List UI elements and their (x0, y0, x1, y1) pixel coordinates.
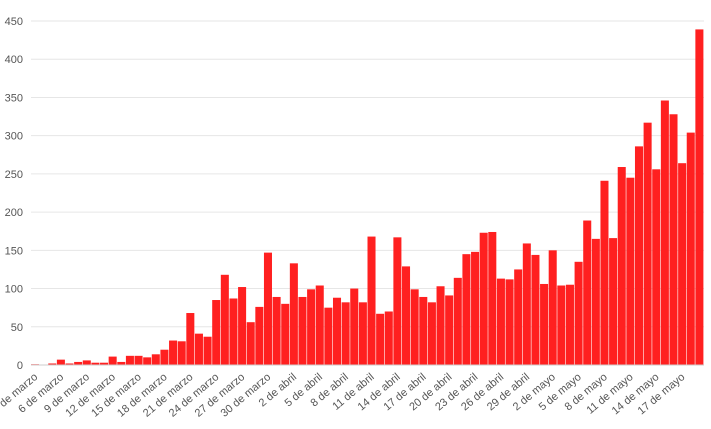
bar-10-de-mayo (617, 167, 626, 365)
bar-9-de-mayo (609, 238, 618, 365)
bar-28-de-abril (514, 269, 523, 365)
bar-25-de-abril (488, 231, 497, 365)
bar-11-de-marzo (100, 362, 109, 365)
gridlines (31, 20, 704, 328)
bar-15-de-marzo (134, 355, 143, 365)
bar-27-de-abril (505, 279, 514, 365)
bar-29-de-marzo (255, 306, 264, 365)
bar-19-de-mayo (695, 29, 704, 365)
bar-31-de-marzo (272, 296, 281, 365)
bar-9-de-abril (350, 288, 359, 365)
bar-6-de-mayo (583, 220, 592, 365)
bar-5-de-marzo (48, 363, 57, 365)
bar-5-de-abril (315, 285, 324, 365)
bar-5-de-mayo (574, 261, 583, 365)
bar-23-de-abril (471, 251, 480, 365)
bar-8-de-marzo (74, 361, 83, 365)
bar-17-de-abril (419, 296, 428, 365)
bar-3-de-mayo (557, 285, 566, 365)
bar-7-de-mayo (591, 238, 600, 365)
bar-16-de-abril (410, 289, 419, 365)
bar-13-de-mayo (643, 122, 652, 365)
bar-30-de-marzo (263, 252, 272, 365)
bar-24-de-abril (479, 232, 488, 365)
bar-17-de-mayo (678, 163, 687, 365)
bar-8-de-abril (341, 302, 350, 365)
bar-12-de-mayo (634, 146, 643, 365)
bar-18-de-mayo (686, 132, 695, 365)
bar-10-de-marzo (91, 362, 100, 365)
bar-10-de-abril (358, 302, 367, 365)
bar-4-de-mayo (565, 284, 574, 365)
bar-24-de-marzo (212, 300, 221, 365)
bar-21-de-marzo (186, 313, 195, 365)
bar-15-de-mayo (660, 100, 669, 365)
bar-8-de-mayo (600, 180, 609, 365)
bar-25-de-marzo (220, 274, 229, 365)
y-tick-label: 150 (5, 245, 23, 257)
bar-26-de-abril (496, 278, 505, 365)
bar-15-de-abril (402, 266, 411, 365)
bar-2-de-mayo (548, 250, 557, 365)
y-tick-label: 400 (5, 54, 23, 66)
bar-13-de-marzo (117, 361, 126, 365)
bar-26-de-marzo (229, 298, 238, 365)
bar-30-de-abril (531, 254, 540, 365)
y-tick-label: 300 (5, 131, 23, 143)
bar-27-de-marzo (238, 287, 247, 365)
bar-16-de-marzo (143, 357, 152, 365)
bar-9-de-marzo (82, 360, 91, 365)
bar-16-de-mayo (669, 114, 678, 365)
bar-1-de-abril (281, 303, 290, 365)
bar-11-de-abril (367, 236, 376, 365)
bar-6-de-abril (324, 307, 333, 365)
bar-7-de-marzo (65, 363, 74, 365)
y-axis-ticks: 0 50 100 150 200 250 300 350 400 450 (5, 16, 23, 372)
bar-17-de-marzo (151, 354, 160, 365)
bar-11-de-mayo (626, 177, 635, 365)
bar-23-de-marzo (203, 336, 212, 365)
bar-20-de-abril (445, 295, 454, 365)
bar-6-de-marzo (56, 359, 65, 365)
bar-12-de-abril (376, 313, 385, 365)
y-tick-label: 450 (5, 16, 23, 28)
y-tick-label: 200 (5, 207, 23, 219)
bars (31, 29, 704, 365)
bar-18-de-marzo (160, 349, 169, 365)
y-tick-label: 100 (5, 284, 23, 296)
bar-3-de-abril (298, 296, 307, 365)
bar-21-de-abril (453, 277, 462, 365)
bar-28-de-marzo (246, 322, 255, 365)
bar-12-de-marzo (108, 356, 117, 365)
bar-4-de-abril (307, 289, 316, 365)
bar-7-de-abril (332, 297, 342, 365)
bar-29-de-abril (522, 243, 531, 365)
bar-22-de-abril (462, 254, 471, 365)
y-tick-label: 250 (5, 169, 23, 181)
bar-19-de-marzo (169, 340, 178, 365)
bar-18-de-abril (427, 302, 436, 365)
y-tick-label: 50 (11, 322, 23, 334)
bar-20-de-marzo (177, 341, 186, 365)
y-tick-label: 350 (5, 92, 23, 104)
bar-19-de-abril (436, 286, 445, 365)
bar-13-de-abril (384, 311, 393, 365)
y-tick-label: 0 (17, 360, 23, 372)
bar-1-de-mayo (540, 283, 549, 365)
bar-2-de-abril (289, 263, 298, 365)
bar-22-de-marzo (194, 333, 203, 365)
bar-14-de-abril (393, 237, 402, 365)
bar-14-de-mayo (652, 169, 661, 365)
bar-14-de-marzo (125, 355, 134, 365)
